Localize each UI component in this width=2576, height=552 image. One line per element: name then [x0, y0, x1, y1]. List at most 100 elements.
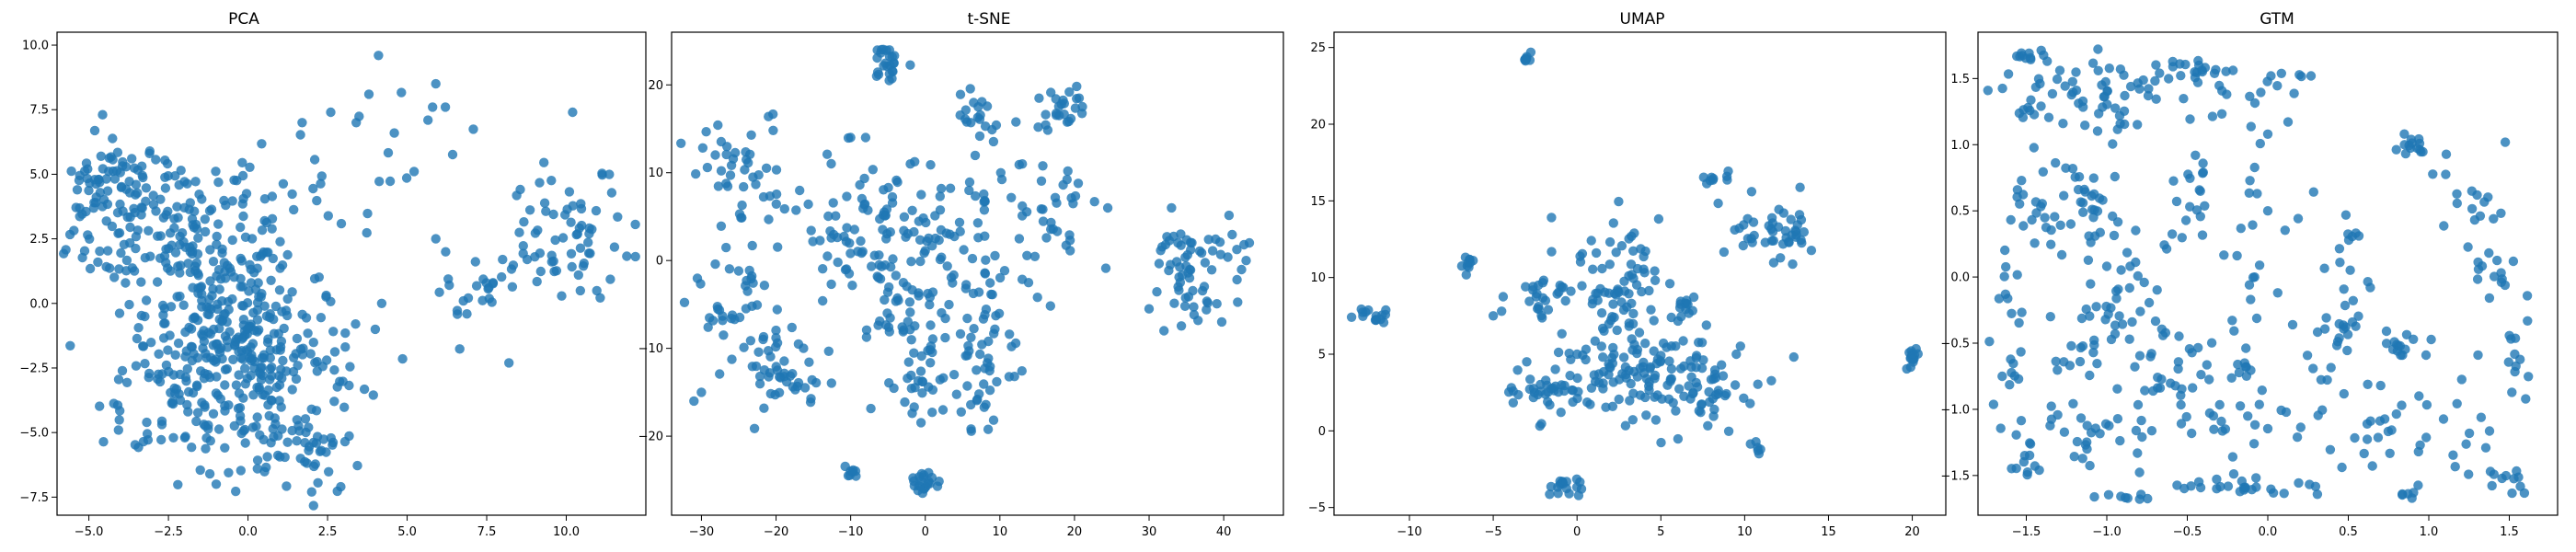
tsne-point — [973, 102, 983, 112]
pca-xtick-label: −2.5 — [154, 525, 183, 539]
tsne-point — [994, 308, 1005, 318]
tsne-point — [1014, 234, 1025, 244]
pca-point — [431, 234, 441, 244]
gtm-point — [2133, 120, 2143, 130]
gtm-point — [2322, 374, 2332, 385]
tsne-point — [758, 334, 768, 345]
tsne-point — [1072, 81, 1082, 92]
pca-point — [591, 205, 602, 216]
gtm-point — [2452, 198, 2462, 209]
gtm-point — [2017, 51, 2028, 61]
gtm-point — [2029, 109, 2040, 120]
pca-point — [306, 404, 316, 414]
pca-point — [85, 263, 96, 274]
gtm-point — [2397, 400, 2407, 410]
gtm-point — [2109, 230, 2120, 241]
pca-point — [605, 274, 615, 284]
pca-point — [172, 292, 182, 302]
umap-point — [1508, 397, 1519, 408]
pca-point — [201, 443, 211, 454]
pca-point — [383, 147, 394, 158]
gtm-point — [2113, 284, 2123, 294]
tsne-point — [826, 279, 836, 290]
tsne-point — [955, 226, 965, 236]
pca-point — [321, 292, 331, 302]
umap-point — [1730, 380, 1741, 390]
pca-point — [138, 341, 149, 351]
umap-point — [1674, 303, 1685, 313]
umap-point — [1498, 292, 1509, 302]
tsne-point — [793, 377, 804, 388]
gtm-point — [2134, 467, 2145, 477]
pca-point — [228, 354, 238, 364]
tsne-point — [992, 376, 1002, 387]
pca-point — [240, 438, 250, 448]
gtm-point — [2340, 210, 2352, 220]
pca-point — [168, 398, 178, 409]
pca-point — [220, 400, 230, 411]
tsne-point — [1065, 246, 1075, 256]
tsne-point — [936, 183, 947, 194]
umap-point — [1703, 420, 1713, 431]
gtm-point — [2067, 164, 2078, 174]
umap-point — [1619, 276, 1629, 286]
umap-point — [1766, 224, 1777, 235]
tsne-point — [822, 251, 833, 261]
tsne-point — [764, 214, 774, 224]
pca-point — [158, 310, 168, 320]
umap-point — [1645, 363, 1655, 374]
tsne-point — [1176, 229, 1186, 239]
pca-point — [176, 260, 186, 270]
pca-point — [431, 78, 441, 89]
gtm-point — [2026, 54, 2036, 64]
pca-point — [236, 273, 246, 284]
tsne-point — [787, 322, 797, 333]
tsne-point — [823, 346, 834, 356]
gtm-point — [2294, 477, 2304, 489]
pca-point — [304, 422, 314, 432]
umap-point — [1671, 341, 1681, 351]
pca-point — [236, 466, 246, 476]
tsne-point — [891, 270, 901, 281]
umap-point — [1657, 394, 1667, 404]
pca-point — [454, 344, 465, 354]
tsne-point — [935, 374, 945, 385]
tsne-point — [951, 389, 962, 399]
gtm-point — [2045, 312, 2055, 322]
gtm-point — [2086, 279, 2096, 289]
gtm-point — [2024, 450, 2035, 461]
tsne-point — [903, 316, 913, 327]
umap-point — [1524, 296, 1535, 306]
tsne-point — [1207, 246, 1218, 256]
pca-point — [236, 253, 246, 264]
pca-point — [125, 222, 135, 233]
tsne-point — [991, 120, 1002, 131]
umap-point — [1907, 349, 1917, 359]
pca-point — [133, 323, 144, 333]
tsne-point — [1174, 285, 1184, 295]
gtm-point — [2093, 65, 2103, 76]
gtm-point — [2018, 221, 2029, 231]
pca-point — [222, 260, 233, 270]
pca-point — [160, 318, 170, 328]
tsne-point — [881, 234, 891, 244]
gtm-point — [2279, 489, 2289, 499]
pca-point — [295, 454, 305, 464]
gtm-point — [2150, 75, 2160, 86]
gtm-point — [2484, 293, 2495, 304]
gtm-point — [2255, 138, 2265, 149]
umap-point — [1590, 336, 1601, 346]
gtm-point — [2014, 317, 2024, 328]
tsne-point — [1211, 234, 1221, 245]
pca-point — [266, 438, 276, 448]
pca-point — [116, 247, 126, 259]
umap-point — [1706, 374, 1717, 385]
tsne-point — [734, 312, 745, 323]
tsne-point — [822, 149, 833, 159]
pca-point — [144, 368, 155, 379]
umap-title: UMAP — [1620, 10, 1665, 29]
umap-point — [1572, 393, 1582, 404]
gtm-point — [2353, 311, 2363, 321]
pca-point — [191, 416, 201, 427]
pca-point — [546, 176, 557, 186]
